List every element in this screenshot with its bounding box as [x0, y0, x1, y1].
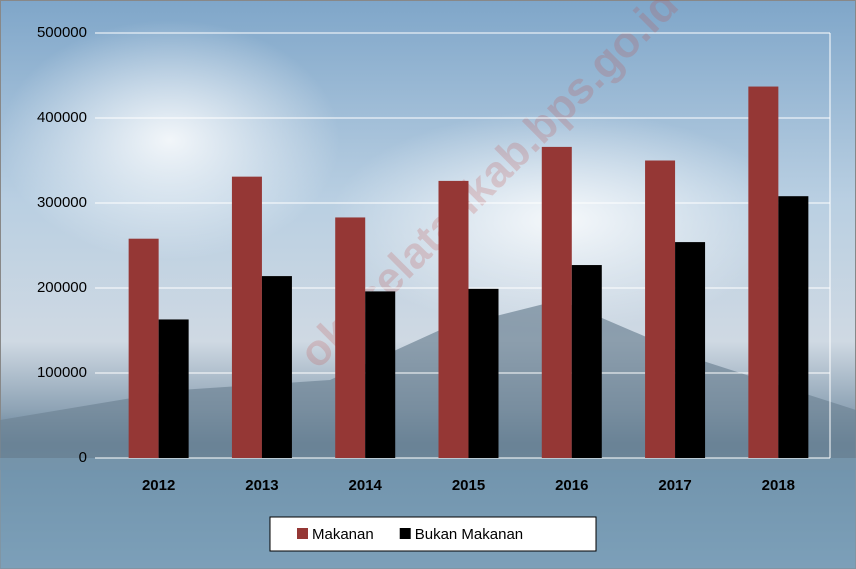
y-tick-label: 0 [79, 449, 87, 466]
sea [0, 458, 856, 569]
x-tick-label: 2012 [142, 477, 175, 494]
bar [469, 289, 499, 458]
x-tick-label: 2013 [245, 477, 278, 494]
x-tick-label: 2015 [452, 477, 485, 494]
y-tick-label: 500000 [37, 24, 87, 41]
x-tick-label: 2014 [349, 477, 383, 494]
bar [675, 242, 705, 458]
bar [778, 196, 808, 458]
bar [748, 87, 778, 458]
x-tick-label: 2017 [658, 477, 691, 494]
y-tick-label: 100000 [37, 364, 87, 381]
y-tick-label: 400000 [37, 109, 87, 126]
bar [365, 291, 395, 458]
bar [335, 217, 365, 458]
legend-label: Bukan Makanan [415, 526, 523, 543]
bar [232, 177, 262, 458]
bar [129, 239, 159, 458]
x-tick-label: 2016 [555, 477, 588, 494]
legend-swatch [297, 528, 308, 539]
bar [262, 276, 292, 458]
bar [439, 181, 469, 458]
bar [645, 161, 675, 459]
chart: okuselatankab.bps.go.id MakananBukan Mak… [0, 0, 856, 569]
y-tick-label: 300000 [37, 194, 87, 211]
legend-swatch [400, 528, 411, 539]
x-tick-label: 2018 [762, 477, 795, 494]
legend-label: Makanan [312, 526, 374, 543]
bar [159, 319, 189, 458]
cloud [0, 20, 340, 260]
bar [572, 265, 602, 458]
bar [542, 147, 572, 458]
y-tick-label: 200000 [37, 279, 87, 296]
